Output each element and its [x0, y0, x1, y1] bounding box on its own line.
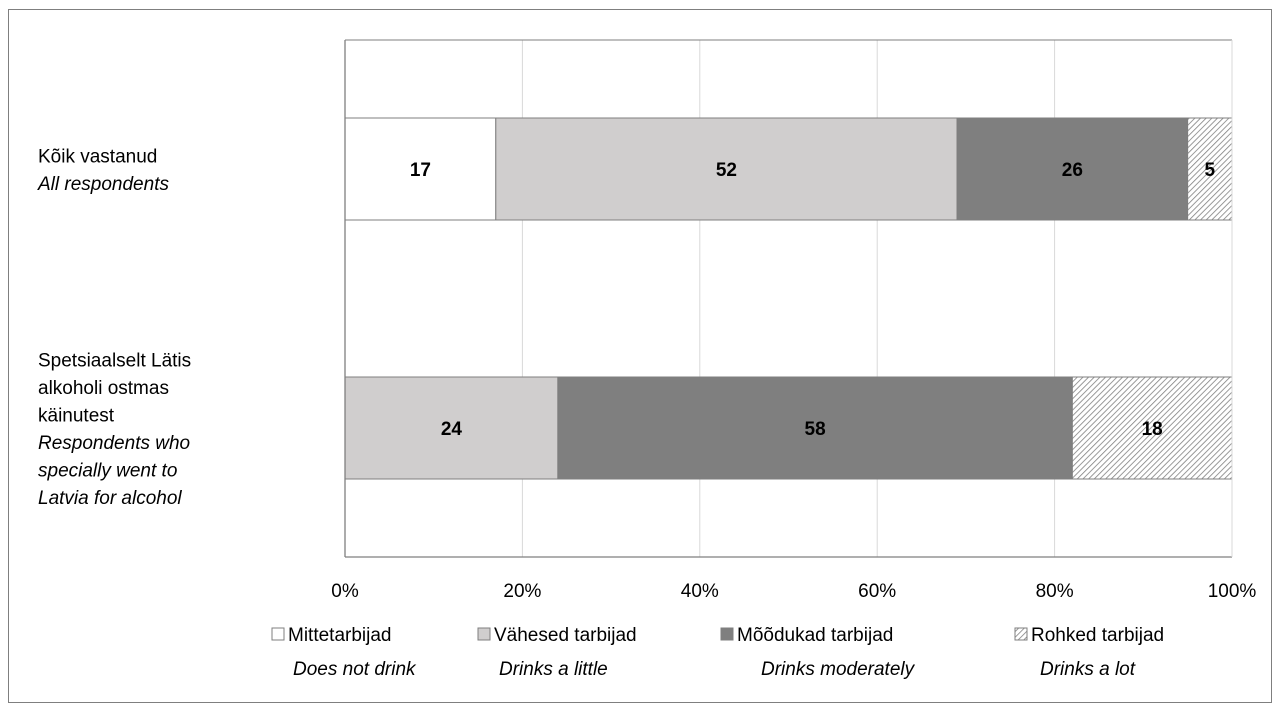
category-label-english: specially went to [38, 460, 177, 481]
category-label: alkoholi ostmas [38, 378, 169, 399]
category-label: Kõik vastanud [38, 146, 157, 167]
x-tick-label: 100% [1208, 581, 1257, 602]
legend: Mittetarbijad Does not drink Vähesed tarbi… [271, 625, 1164, 680]
legend-swatch [720, 627, 734, 641]
legend-label: Vähesed tarbijad [494, 625, 637, 646]
category-label: Spetsiaalselt Lätis [38, 350, 191, 371]
legend-sublabel: Drinks a lot [1040, 659, 1136, 680]
x-tick-label: 40% [681, 581, 719, 602]
legend-sublabel: Does not drink [293, 659, 417, 680]
legend-label: Mõõdukad tarbijad [737, 625, 893, 646]
x-tick-label: 80% [1036, 581, 1074, 602]
legend-label: Rohked tarbijad [1031, 625, 1164, 646]
data-label: 24 [441, 419, 463, 440]
legend-swatch [477, 627, 491, 641]
bar-segment [344, 376, 559, 480]
legend-swatch [271, 627, 285, 641]
category-labels: Kõik vastanud All respondents Spetsiaalsel… [37, 146, 191, 509]
bar-segment [495, 117, 958, 221]
category-label: käinutest [38, 405, 115, 426]
category-label-english: Respondents who [38, 433, 190, 454]
data-label: 52 [716, 160, 737, 181]
x-tick-label: 20% [503, 581, 541, 602]
bar-segment [1187, 117, 1233, 221]
x-tick-label: 0% [331, 581, 359, 602]
data-label: 18 [1142, 419, 1163, 440]
bar-segment [956, 117, 1189, 221]
bar-segment [557, 376, 1073, 480]
data-label: 5 [1205, 160, 1216, 181]
category-label-english: All respondents [37, 174, 169, 195]
legend-label: Mittetarbijad [288, 625, 392, 646]
legend-sublabel: Drinks a little [499, 659, 608, 680]
x-tick-labels: 0% 20% 40% 60% 80% 100% [331, 581, 1256, 602]
x-tick-label: 60% [858, 581, 896, 602]
bars-group: 17 52 26 5 24 58 18 [344, 117, 1233, 480]
data-label: 17 [410, 160, 431, 181]
legend-swatch [1014, 627, 1028, 641]
axes-group [344, 39, 1233, 558]
legend-sublabel: Drinks moderately [761, 659, 916, 680]
data-label: 58 [805, 419, 826, 440]
data-label: 26 [1062, 160, 1083, 181]
category-label-english: Latvia for alcohol [38, 488, 182, 509]
